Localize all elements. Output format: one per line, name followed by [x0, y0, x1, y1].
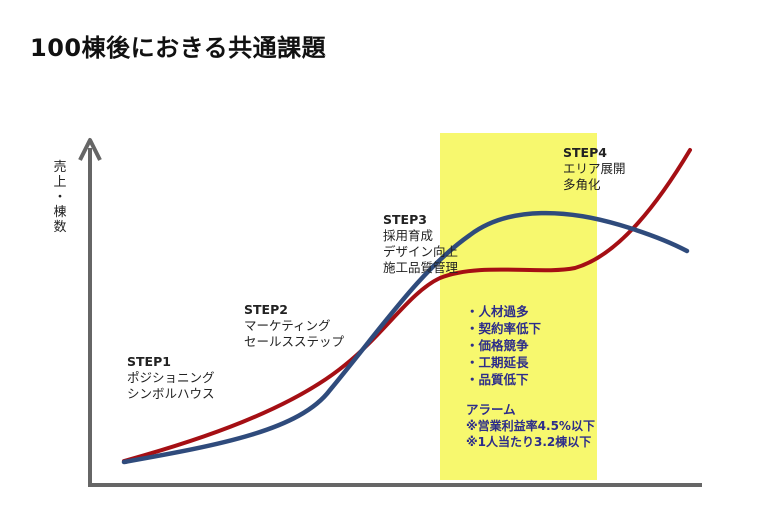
step2-label: STEP2 マーケティング セールスステップ	[244, 302, 345, 349]
issue-item: ・人材過多	[466, 304, 529, 319]
step3-label: STEP3 採用育成 デザイン向上 施工品質管理	[383, 212, 459, 275]
y-axis-arrow	[78, 138, 102, 161]
issue-item: ・品質低下	[466, 372, 529, 387]
alarm-line: ※営業利益率4.5%以下	[466, 419, 595, 433]
blue-curve	[121, 210, 690, 465]
step1-label: STEP1 ポジショニング シンボルハウス	[127, 354, 215, 401]
problem-zone-highlight	[440, 133, 597, 480]
step4-label: STEP4 エリア展開 多角化	[563, 145, 626, 192]
y-axis-label: 売 上 ・ 棟 数	[53, 160, 67, 235]
issues-list: ・人材過多 ・契約率低下 ・価格競争 ・工期延長 ・品質低下	[466, 303, 541, 388]
issue-item: ・価格競争	[466, 338, 529, 353]
red-curve	[122, 148, 692, 463]
alarm-line: ※1人当たり3.2棟以下	[466, 435, 592, 449]
issue-item: ・工期延長	[466, 355, 529, 370]
alarm-heading: アラーム	[466, 402, 516, 417]
slide-title: 100棟後におきる共通課題	[30, 34, 327, 62]
issue-item: ・契約率低下	[466, 321, 542, 336]
alarm-box: アラーム ※営業利益率4.5%以下 ※1人当たり3.2棟以下	[466, 402, 595, 450]
